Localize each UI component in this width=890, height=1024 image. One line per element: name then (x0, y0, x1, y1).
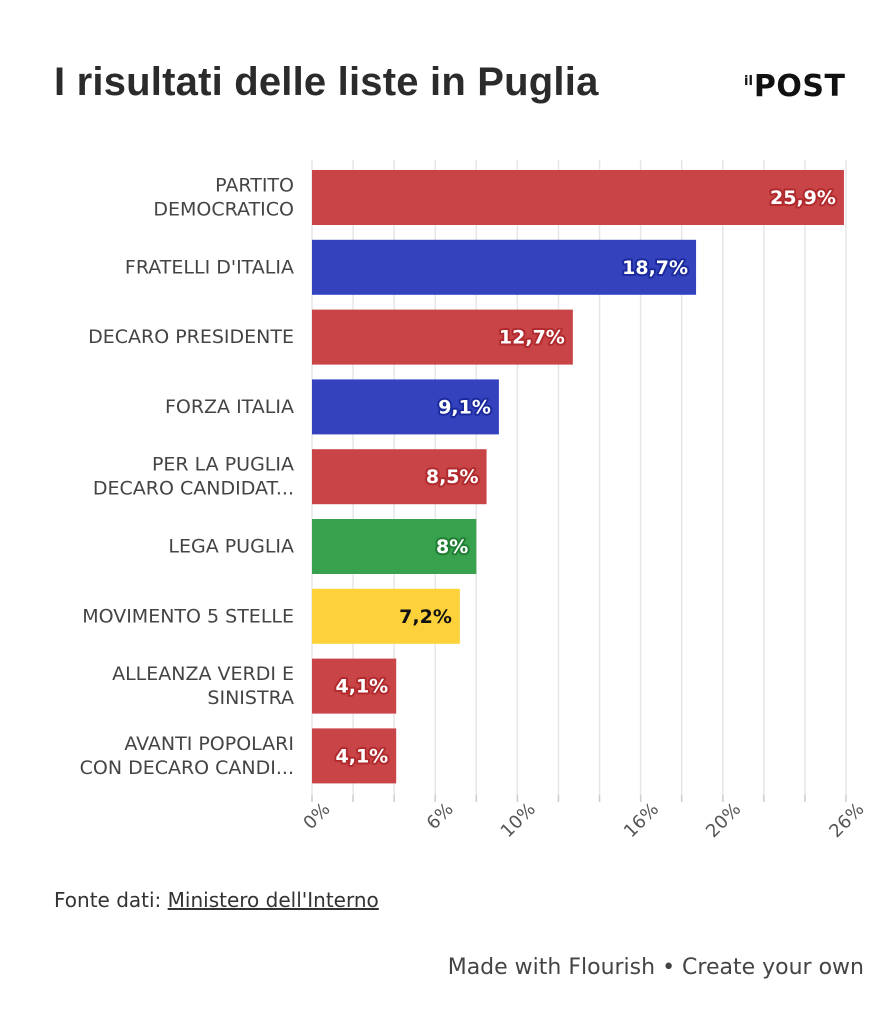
value-label-5: 8% (436, 536, 468, 558)
bar-7[interactable] (312, 658, 397, 714)
bar-4[interactable] (312, 449, 487, 505)
bar-8[interactable] (312, 728, 397, 784)
x-tick-label-4: 20% (702, 799, 745, 842)
bar-0[interactable] (312, 170, 844, 225)
logo-il-text: il (744, 74, 753, 89)
x-tick-label-1: 6% (423, 799, 458, 834)
category-label-1: FRATELLI D'ITALIA (125, 256, 294, 278)
bar-6[interactable] (312, 588, 460, 644)
x-tick-label-2: 10% (497, 799, 540, 842)
category-label-3: FORZA ITALIA (165, 395, 294, 417)
chart-category-labels: PARTITO DEMOCRATICO FRATELLI D'ITALIA DECAR… (80, 174, 294, 778)
bar-2[interactable] (312, 309, 573, 365)
flourish-footer[interactable]: Made with Flourish • Create your own (447, 955, 864, 980)
value-label-1: 18,7% (622, 257, 688, 279)
category-label-0: PARTITO DEMOCRATICO (153, 174, 294, 220)
logo-post-text: POST (753, 69, 846, 104)
page-title: I risultati delle liste in Puglia (54, 60, 599, 104)
value-label-6: 7,2% (399, 606, 452, 628)
x-tick-label-5: 26% (825, 799, 868, 842)
source-note: Fonte dati: Ministero dell'Interno (54, 888, 379, 912)
chart-bars (312, 170, 844, 784)
bar-5[interactable] (312, 519, 477, 574)
bar-1[interactable] (312, 239, 697, 295)
value-label-4: 8,5% (426, 466, 479, 488)
x-tick-label-0: 0% (299, 799, 334, 834)
x-tick-label-3: 16% (620, 799, 663, 842)
category-label-4: PER LA PUGLIA DECARO CANDIDAT... (93, 453, 294, 499)
value-label-2: 12,7% (499, 327, 565, 349)
source-link[interactable]: Ministero dell'Interno (167, 888, 379, 912)
bar-chart: PARTITO DEMOCRATICO FRATELLI D'ITALIA DECAR… (80, 160, 868, 842)
category-label-2: DECARO PRESIDENTE (88, 326, 294, 348)
chart-x-axis: 0% 6% 10% 16% 20% 26% (299, 795, 868, 842)
source-prefix: Fonte dati: (54, 888, 168, 912)
category-label-6: MOVIMENTO 5 STELLE (82, 605, 294, 627)
chart-value-labels: 25,9% 18,7% 12,7% 9,1% 8,5% 8% 7,2% 4,1% 4,1% (334, 185, 838, 769)
category-label-8: AVANTI POPOLARI CON DECARO CANDI... (80, 732, 294, 778)
bar-3[interactable] (312, 379, 499, 435)
value-label-7: 4,1% (336, 676, 389, 698)
value-label-8: 4,1% (336, 745, 389, 767)
category-label-5: LEGA PUGLIA (168, 535, 294, 557)
value-label-0: 25,9% (770, 187, 836, 209)
category-label-7: ALLEANZA VERDI E SINISTRA (112, 663, 294, 709)
value-label-3: 9,1% (438, 396, 491, 418)
il-post-logo[interactable]: il POST (744, 72, 845, 102)
